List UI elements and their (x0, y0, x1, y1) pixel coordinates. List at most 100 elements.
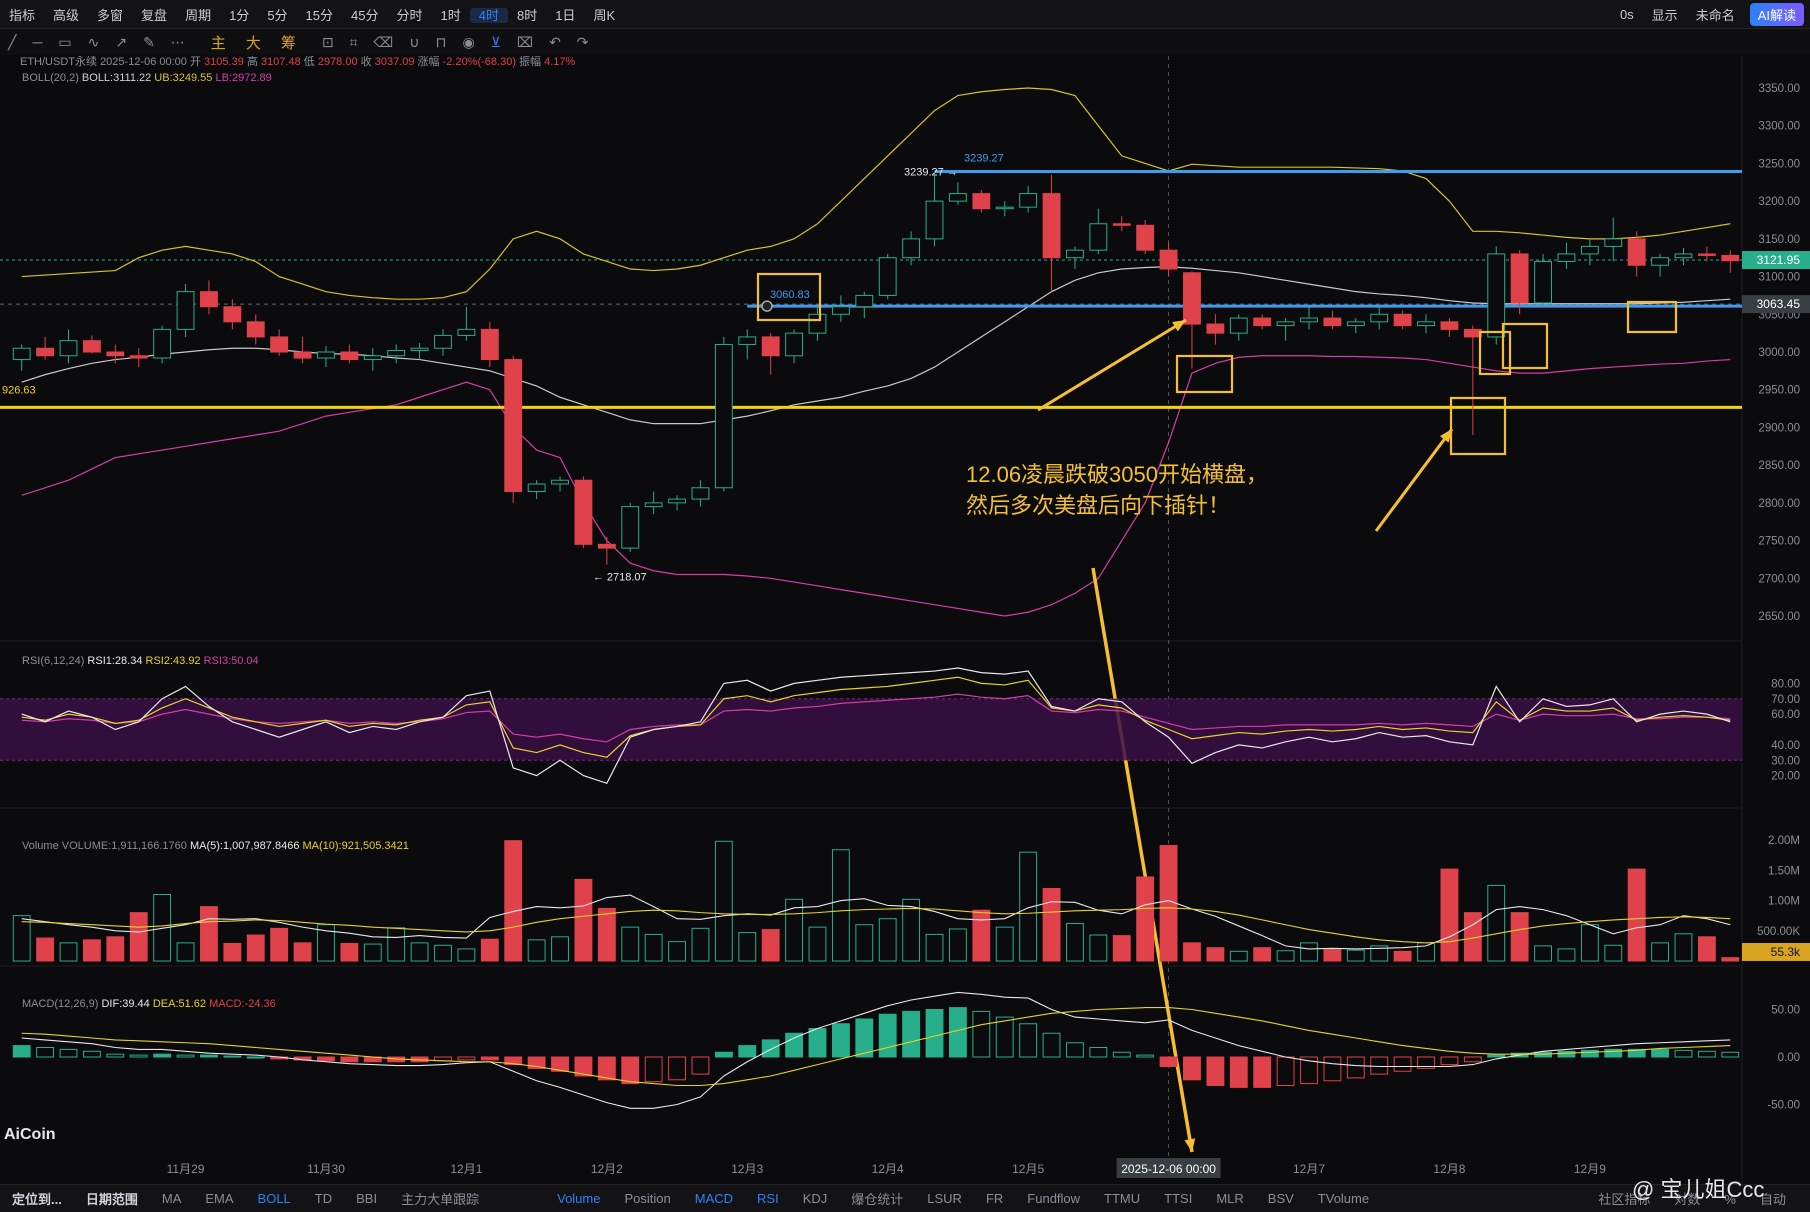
main-indicator-3[interactable]: TD (314, 1191, 333, 1206)
ray-tool-icon[interactable]: ↗ (115, 33, 128, 50)
toolbar-right-item-0[interactable]: 0s (1619, 6, 1634, 22)
bottom-left-0[interactable]: 定位到... (12, 1192, 62, 1207)
sub-indicator-12[interactable]: BSV (1267, 1191, 1294, 1206)
lock-tool-icon[interactable]: ⊓ (435, 33, 447, 50)
sub-indicator-9[interactable]: TTMU (1104, 1191, 1141, 1206)
price-tick-4: 3150.00 (1758, 234, 1800, 246)
info-low: 2978.00 (318, 56, 361, 68)
volume-bar (1066, 923, 1084, 962)
boll-info-part-3: LB:2972.89 (215, 72, 271, 84)
sub-indicator-0[interactable]: Volume (557, 1191, 601, 1206)
eraser-tool-icon[interactable]: ⌫ (373, 33, 394, 50)
toolbar-item-2[interactable]: 多窗 (97, 7, 124, 23)
more-tools-icon[interactable]: ⋯ (170, 33, 185, 50)
candle-body (410, 347, 429, 351)
measure-tool-icon[interactable]: ⊡ (321, 33, 334, 50)
timeframe-7[interactable]: 8时 (516, 7, 538, 23)
period-dropdown[interactable]: 周期 (185, 7, 212, 23)
sub-indicator-11[interactable]: MLR (1216, 1191, 1244, 1206)
main-indicator-0[interactable]: MA (161, 1191, 182, 1206)
line-tool-icon[interactable]: ╱ (8, 33, 17, 50)
timeframe-1[interactable]: 5分 (267, 7, 288, 23)
sub-indicator-6[interactable]: LSUR (927, 1191, 962, 1206)
toolbar-item-0[interactable]: 指标 (9, 7, 36, 23)
toolbar-right-item-2[interactable]: 未命名 (1695, 7, 1735, 23)
chart-area[interactable]: 3350.00 3300.00 3250.00 3200.00 3150.00 3100.… (0, 56, 1810, 1184)
ai-interpret-button[interactable]: AI解读 (1749, 2, 1804, 26)
brush-tool-icon[interactable]: ✎ (143, 33, 155, 50)
candle-body (1066, 249, 1084, 259)
timeframe-5[interactable]: 1时 (440, 7, 461, 23)
sub-indicator-2[interactable]: MACD (694, 1191, 734, 1206)
macd-info-part-0: MACD(12,26,9) (22, 998, 101, 1010)
ruler-tool-icon[interactable]: ⌗ (349, 33, 358, 50)
macd-bar (1463, 1056, 1482, 1063)
macd-tick-1: 0.00 (1778, 1052, 1800, 1064)
timeframe-4[interactable]: 分时 (396, 7, 423, 23)
bottom-right-1[interactable]: 对数 (1674, 1192, 1701, 1207)
volume-bar (1370, 945, 1389, 962)
main-indicator-2[interactable]: BOLL (257, 1191, 291, 1206)
macd-tick-0: 50.00 (1771, 1005, 1800, 1017)
bottom-right-2[interactable]: % (1724, 1192, 1736, 1207)
volume-bar (644, 933, 663, 962)
delete-tool-icon[interactable]: ⌧ (516, 33, 534, 50)
sub-indicator-7[interactable]: FR (985, 1191, 1004, 1206)
candle-body (1487, 253, 1506, 338)
bottom-right-0[interactable]: 社区指标 (1598, 1192, 1651, 1207)
main-indicator-1[interactable]: EMA (205, 1191, 234, 1206)
timeframe-9[interactable]: 周K (593, 7, 616, 23)
timeframe-3[interactable]: 45分 (351, 7, 379, 23)
annotation-arrow-2 (1374, 428, 1454, 532)
last-price-badge (1742, 251, 1810, 270)
filter-tool-icon[interactable]: ⊻ (490, 33, 501, 50)
macd-bar (527, 1056, 546, 1069)
hline-tool-icon[interactable]: ─ (32, 34, 43, 50)
vol-ma5-line (21, 894, 1731, 950)
macd-bar (995, 1016, 1014, 1058)
macd-bar (808, 1028, 827, 1058)
toolbar-item-1[interactable]: 高级 (53, 7, 80, 23)
annotation-arrow-3-head (1184, 1138, 1196, 1152)
sub-indicator-8[interactable]: Fundflow (1027, 1191, 1081, 1206)
sub-indicator-10[interactable]: TTSI (1164, 1191, 1193, 1206)
sub-indicator-3[interactable]: RSI (757, 1191, 779, 1206)
bottom-right-3[interactable]: 自动 (1759, 1192, 1786, 1207)
volume-bar (1206, 947, 1225, 962)
sub-indicator-1[interactable]: Position (624, 1191, 671, 1206)
timeframe-6[interactable]: 4时 (469, 7, 508, 23)
macd-bar (902, 1010, 921, 1058)
bottom-left-1[interactable]: 日期范围 (85, 1192, 138, 1207)
info-symbol: ETH/USDT永续 (20, 56, 100, 68)
timeframe-0[interactable]: 1分 (229, 7, 250, 23)
volume-bar (1580, 924, 1599, 962)
sub-indicator-13[interactable]: TVolume (1317, 1191, 1370, 1206)
annotation-box-5 (1626, 300, 1678, 334)
macd-bar (223, 1055, 242, 1058)
main-indicator-4[interactable]: BBI (356, 1191, 378, 1206)
rect-tool-icon[interactable]: ▭ (58, 33, 72, 50)
main-toggle-1[interactable]: 大 (245, 34, 261, 52)
info-amp: 4.17% (544, 56, 575, 68)
main-toggle-2[interactable]: 筹 (280, 34, 296, 52)
x-tick-1: 11月30 (307, 1162, 345, 1176)
wave-tool-icon[interactable]: ∿ (87, 33, 100, 50)
volume-last-label: 55.3k (1771, 945, 1801, 959)
volume-bar (1276, 950, 1295, 962)
sub-indicator-5[interactable]: 爆仓统计 (851, 1192, 904, 1207)
undo-icon[interactable]: ↶ (549, 33, 561, 50)
timeframe-2[interactable]: 15分 (305, 7, 334, 23)
toolbar-right-item-1[interactable]: 显示 (1651, 7, 1678, 23)
volume-bar (1183, 942, 1201, 962)
timeframe-8[interactable]: 1日 (555, 7, 576, 23)
volume-bar (551, 936, 569, 962)
main-indicator-5[interactable]: 主力大单跟踪 (401, 1192, 480, 1207)
x-tick-6: 12月5 (1012, 1162, 1044, 1176)
eye-tool-icon[interactable]: ◉ (462, 33, 475, 50)
rsi-info-part-2: RSI2:43.92 (146, 655, 204, 667)
redo-icon[interactable]: ↷ (576, 33, 589, 50)
magnet-tool-icon[interactable]: ∪ (409, 33, 420, 50)
sub-indicator-4[interactable]: KDJ (802, 1191, 828, 1206)
main-toggle-0[interactable]: 主 (210, 34, 226, 52)
toolbar-item-3[interactable]: 复盘 (141, 7, 168, 23)
